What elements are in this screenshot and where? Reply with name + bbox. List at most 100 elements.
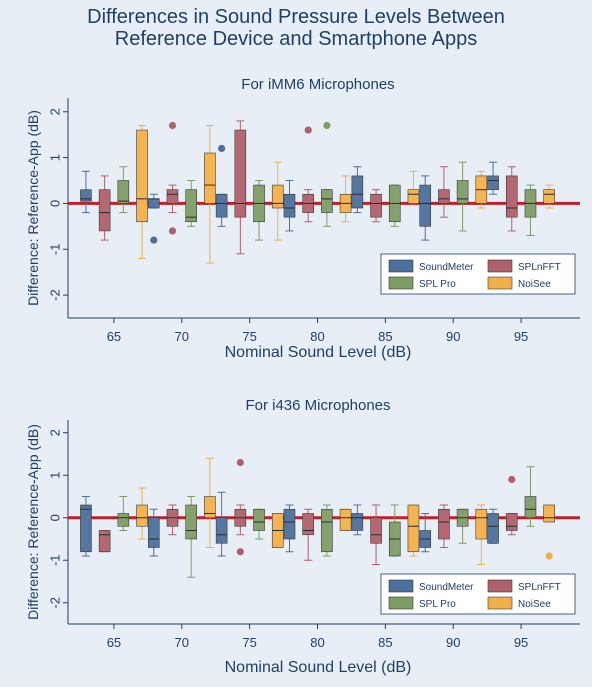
x-tick-label: 95 [514, 635, 528, 650]
box-body [185, 189, 197, 223]
y-tick-label: 1 [47, 154, 62, 161]
box-body [136, 504, 148, 527]
box-body [351, 175, 364, 209]
y-tick-label: 0 [47, 200, 62, 207]
box-soundmeter [487, 161, 499, 195]
box-spl-pro [456, 161, 469, 232]
panel-title: For iMM6 Microphones [241, 76, 394, 93]
main-title-line-1: Differences in Sound Pressure Levels Bet… [87, 6, 505, 28]
box-spl-pro [388, 504, 401, 557]
box-spl-pro [321, 121, 333, 227]
x-tick-label: 65 [107, 329, 121, 344]
legend-swatch-noisee [487, 596, 513, 610]
box-noisee [204, 125, 216, 264]
box-body [487, 175, 499, 190]
y-tick-label: -2 [47, 289, 62, 301]
outlier-point [218, 144, 226, 153]
box-soundmeter [351, 504, 364, 536]
box-soundmeter [80, 496, 92, 557]
box-splnfft [166, 121, 179, 235]
outlier-point [304, 126, 312, 134]
box-body [505, 513, 518, 531]
y-axis-label: Difference: Reference-App (dB) [25, 110, 41, 306]
legend-swatch-noisee [487, 276, 513, 290]
box-body [147, 517, 160, 548]
y-axis-label: Difference: Reference-App (dB) [25, 424, 41, 620]
legend-swatch-soundmeter [388, 259, 414, 273]
box-body [80, 504, 92, 553]
box-noisee [339, 175, 352, 223]
box-body [419, 184, 432, 227]
main-title-line-2: Reference Device and Smartphone Apps [114, 28, 478, 50]
box-body [475, 508, 488, 540]
legend: SoundMeter SPLnFFT SPL Pro NoiSee [380, 573, 576, 615]
y-tick-label: 1 [47, 472, 62, 479]
box-noisee [271, 161, 284, 241]
x-tick-label: 75 [242, 329, 256, 344]
box-spl-pro [321, 504, 333, 557]
box-soundmeter [419, 513, 432, 553]
box-soundmeter [215, 491, 228, 557]
x-tick-label: 95 [514, 329, 528, 344]
box-spl-pro [117, 166, 130, 214]
legend-label-splnfft: SPLnFFT [518, 582, 561, 593]
box-soundmeter [147, 193, 160, 244]
box-spl-pro [524, 184, 537, 236]
x-axis-label: Nominal Sound Level (dB) [225, 344, 412, 361]
box-body [543, 189, 555, 204]
panel-1: For iMM6 Microphones 2 1 0 -1 -2 Difference: R… [25, 76, 580, 361]
legend-label-soundmeter: SoundMeter [419, 262, 474, 273]
box-body [407, 189, 420, 204]
x-tick-label: 85 [378, 329, 392, 344]
box-body [185, 504, 197, 540]
box-body [204, 496, 216, 519]
legend-swatch-spl-pro [388, 596, 414, 610]
outlier-point [545, 552, 553, 560]
box-noisee [339, 508, 352, 531]
box-body [370, 193, 382, 218]
x-tick-label: 85 [378, 635, 392, 650]
box-body [117, 513, 130, 527]
outlier-point [236, 548, 244, 556]
box-noisee [543, 184, 555, 209]
box-spl-pro [388, 184, 401, 227]
box-soundmeter [487, 508, 499, 544]
y-tick-label: -1 [47, 554, 62, 566]
box-splnfft [98, 530, 111, 553]
box-soundmeter [351, 166, 364, 214]
panel-2: For i436 Microphones 2 1 0 -1 -2 Difference: R… [25, 397, 580, 676]
x-tick-label: 90 [446, 635, 460, 650]
box-body [215, 517, 228, 544]
box-soundmeter [215, 144, 228, 227]
box-noisee [407, 504, 420, 557]
box-noisee [407, 170, 420, 204]
box-body [98, 530, 111, 553]
box-body [438, 189, 450, 204]
x-tick-label: 90 [446, 329, 460, 344]
box-noisee [475, 170, 488, 209]
main-title: Differences in Sound Pressure Levels Bet… [0, 6, 592, 50]
box-splnfft [166, 504, 179, 536]
box-body [283, 193, 296, 218]
y-tick-label: -2 [47, 597, 62, 609]
box-body [166, 189, 179, 204]
box-body [147, 198, 160, 209]
box-body [505, 175, 518, 218]
box-soundmeter [419, 175, 432, 241]
box-noisee [475, 504, 488, 565]
box-noisee [136, 487, 148, 540]
box-body [215, 193, 228, 218]
box-spl-pro [253, 180, 265, 241]
box-body [438, 508, 450, 540]
x-axis-label: Nominal Sound Level (dB) [225, 659, 412, 676]
box-spl-pro [117, 496, 130, 531]
box-body [524, 496, 537, 519]
box-spl-pro [185, 496, 197, 578]
legend-label-soundmeter: SoundMeter [419, 582, 474, 593]
panel-title: For i436 Microphones [245, 397, 390, 414]
legend-swatch-soundmeter [388, 579, 414, 593]
box-noisee [271, 513, 284, 548]
box-body [456, 180, 469, 204]
